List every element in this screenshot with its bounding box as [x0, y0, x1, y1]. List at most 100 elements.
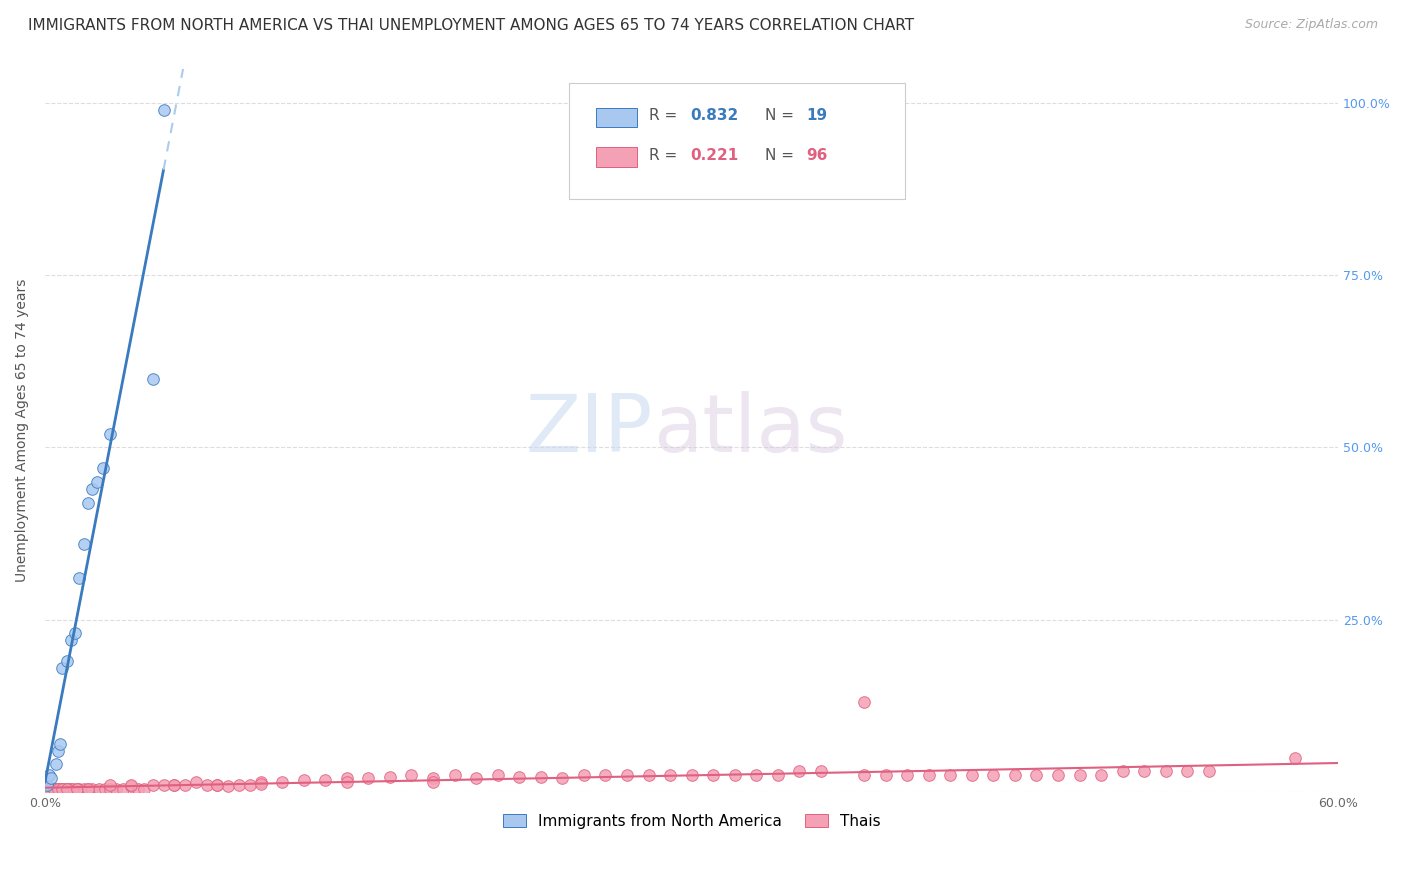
FancyBboxPatch shape	[596, 147, 637, 167]
Point	[77, 781, 100, 796]
Point	[1177, 764, 1199, 779]
Point	[120, 780, 142, 794]
Point	[111, 781, 134, 796]
Text: R =: R =	[650, 108, 682, 123]
Point	[217, 780, 239, 794]
Point	[55, 781, 77, 796]
Point	[38, 781, 60, 796]
Point	[853, 768, 876, 782]
Point	[46, 781, 69, 796]
Point	[41, 771, 63, 785]
Point	[46, 781, 69, 796]
Point	[37, 781, 59, 796]
Point	[94, 781, 117, 796]
Point	[918, 768, 941, 782]
Point	[1090, 768, 1112, 782]
Point	[314, 772, 336, 787]
Point	[1154, 764, 1177, 779]
Point	[152, 778, 174, 792]
Point	[82, 781, 104, 796]
Point	[42, 781, 65, 796]
Point	[443, 768, 465, 782]
Point	[59, 633, 82, 648]
Text: 0.832: 0.832	[690, 108, 738, 123]
Point	[896, 768, 918, 782]
Text: 19: 19	[807, 108, 828, 123]
FancyBboxPatch shape	[569, 83, 905, 199]
Point	[1133, 764, 1156, 779]
Point	[207, 778, 229, 792]
Point	[38, 768, 60, 782]
Text: R =: R =	[650, 148, 682, 163]
Point	[637, 768, 659, 782]
Point	[228, 778, 250, 792]
Point	[98, 778, 121, 792]
Point	[1284, 750, 1306, 764]
FancyBboxPatch shape	[596, 108, 637, 128]
Text: 0.221: 0.221	[690, 148, 738, 163]
Point	[422, 774, 444, 789]
Point	[960, 768, 983, 782]
Point	[336, 774, 359, 789]
Point	[87, 781, 110, 796]
Point	[659, 768, 682, 782]
Point	[292, 772, 315, 787]
Point	[120, 778, 142, 792]
Point	[702, 768, 724, 782]
Point	[59, 781, 82, 796]
Point	[77, 781, 100, 796]
Point	[422, 771, 444, 785]
Point	[681, 768, 703, 782]
Point	[486, 768, 509, 782]
Point	[98, 781, 121, 796]
Point	[595, 768, 617, 782]
Point	[766, 768, 789, 782]
Point	[77, 495, 100, 509]
Point	[939, 768, 962, 782]
Point	[63, 626, 86, 640]
Point	[134, 781, 156, 796]
Point	[271, 774, 294, 789]
Text: IMMIGRANTS FROM NORTH AMERICA VS THAI UNEMPLOYMENT AMONG AGES 65 TO 74 YEARS COR: IMMIGRANTS FROM NORTH AMERICA VS THAI UN…	[28, 18, 914, 33]
Point	[184, 774, 207, 789]
Point	[249, 774, 271, 789]
Point	[551, 771, 574, 785]
Point	[51, 781, 73, 796]
Text: Source: ZipAtlas.com: Source: ZipAtlas.com	[1244, 18, 1378, 31]
Legend: Immigrants from North America, Thais: Immigrants from North America, Thais	[496, 807, 887, 835]
Point	[239, 778, 262, 792]
Point	[49, 781, 72, 796]
Point	[1047, 768, 1070, 782]
Point	[91, 461, 114, 475]
Point	[195, 778, 218, 792]
Text: N =: N =	[765, 108, 799, 123]
Point	[357, 771, 380, 785]
Point	[378, 770, 401, 784]
Point	[142, 778, 165, 792]
Point	[127, 781, 149, 796]
Text: ZIP: ZIP	[526, 392, 652, 469]
Point	[66, 781, 89, 796]
Text: 96: 96	[807, 148, 828, 163]
Point	[789, 764, 811, 779]
Point	[1198, 764, 1220, 779]
Point	[105, 781, 128, 796]
Point	[336, 771, 359, 785]
Point	[82, 482, 104, 496]
Y-axis label: Unemployment Among Ages 65 to 74 years: Unemployment Among Ages 65 to 74 years	[15, 278, 30, 582]
Point	[45, 757, 67, 772]
Point	[46, 744, 69, 758]
Point	[508, 770, 530, 784]
Point	[38, 781, 60, 796]
Point	[616, 768, 638, 782]
Point	[1069, 768, 1091, 782]
Point	[66, 781, 89, 796]
Point	[69, 781, 91, 796]
Point	[42, 781, 65, 796]
Point	[163, 778, 186, 792]
Point	[73, 537, 96, 551]
Point	[86, 475, 108, 489]
Point	[53, 781, 76, 796]
Point	[983, 768, 1005, 782]
Point	[51, 781, 73, 796]
